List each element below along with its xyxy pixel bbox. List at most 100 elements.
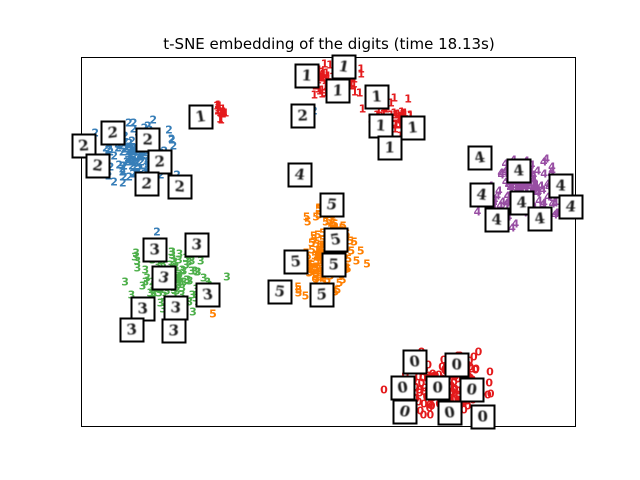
scatter-digit: 2	[129, 122, 138, 136]
scatter-digit: 3	[153, 260, 161, 271]
scatter-digit: 3	[180, 275, 188, 289]
scatter-digit: 5	[356, 244, 365, 258]
scatter-digit: 4	[502, 166, 510, 177]
scatter-digit: 4	[528, 177, 537, 191]
scatter-digit: 2	[122, 155, 131, 169]
scatter-digit: 1	[219, 102, 227, 116]
scatter-digit: 3	[193, 265, 202, 279]
scatter-digit: 5	[315, 210, 323, 221]
scatter-digit: 4	[548, 164, 556, 178]
scatter-digit: 4	[544, 191, 552, 202]
scatter-digit: 3	[146, 286, 155, 300]
scatter-digit: 0	[414, 395, 423, 409]
scatter-digit: 4	[531, 180, 540, 194]
scatter-digit: 3	[159, 304, 167, 315]
scatter-digit: 0	[447, 386, 455, 400]
scatter-digit: 0	[446, 381, 455, 395]
thumbnail-digit: 5	[289, 252, 302, 271]
scatter-digit: 2	[125, 116, 133, 130]
digit-thumbnail: 0	[425, 375, 451, 401]
scatter-digit: 3	[159, 257, 167, 271]
scatter-digit: 0	[427, 399, 436, 413]
thumbnail-digit: 5	[316, 285, 328, 304]
scatter-digit: 0	[454, 394, 462, 405]
scatter-digit: 1	[391, 118, 400, 132]
scatter-digit: 2	[132, 156, 141, 170]
scatter-digit: 0	[425, 401, 434, 415]
scatter-digit: 5	[363, 257, 371, 271]
scatter-digit: 5	[313, 250, 322, 264]
scatter-digit: 1	[221, 106, 230, 120]
scatter-digit: 1	[216, 106, 225, 120]
thumbnail-digit: 5	[328, 230, 343, 249]
scatter-digit: 4	[516, 182, 525, 196]
scatter-digit: 5	[339, 219, 348, 233]
digit-thumbnail: 3	[130, 296, 156, 322]
digit-thumbnail: 3	[195, 282, 221, 308]
scatter-digit: 0	[474, 345, 483, 359]
scatter-digit: 2	[118, 162, 127, 176]
scatter-digit: 1	[374, 105, 383, 119]
scatter-digit: 2	[125, 136, 134, 150]
scatter-digit: 2	[102, 141, 110, 155]
scatter-digit: 3	[163, 284, 171, 298]
thumbnail-digit: 2	[107, 122, 119, 143]
scatter-digit: 5	[315, 247, 323, 261]
scatter-digit: 4	[519, 179, 528, 193]
scatter-digit: 0	[449, 394, 457, 405]
scatter-digit: 1	[392, 108, 400, 122]
scatter-digit: 4	[508, 221, 516, 235]
scatter-digit: 4	[514, 180, 523, 194]
scatter-digit: 4	[540, 167, 548, 181]
scatter-digit: 5	[319, 274, 328, 288]
scatter-digit: 4	[533, 186, 542, 200]
scatter-digit: 0	[451, 382, 459, 396]
thumbnail-digit: 4	[516, 193, 528, 212]
scatter-digit: 5	[315, 210, 323, 221]
scatter-digit: 2	[137, 155, 145, 169]
scatter-digit: 0	[440, 355, 448, 366]
digit-thumbnail: 0	[444, 352, 470, 378]
thumbnail-digit: 0	[397, 402, 413, 421]
scatter-digit: 2	[114, 141, 122, 155]
scatter-digit: 3	[169, 287, 178, 301]
scatter-digit: 1	[320, 57, 329, 71]
scatter-digit: 5	[310, 232, 318, 246]
scatter-digit: 2	[144, 119, 152, 133]
scatter-digit: 2	[127, 147, 136, 161]
scatter-digit: 2	[106, 145, 115, 159]
scatter-digit: 2	[119, 170, 128, 184]
digit-thumbnail: 2	[134, 171, 160, 197]
scatter-digit: 0	[454, 388, 463, 402]
scatter-digit: 3	[156, 296, 165, 310]
scatter-digit: 1	[213, 103, 222, 117]
digit-thumbnail: 1	[331, 54, 357, 80]
scatter-digit: 4	[505, 196, 513, 207]
thumbnail-digit: 1	[375, 116, 387, 135]
scatter-digit: 5	[335, 276, 344, 290]
digit-thumbnail: 2	[290, 103, 316, 129]
scatter-digit: 4	[550, 208, 559, 222]
scatter-digit: 5	[317, 247, 325, 258]
thumbnail-digit: 0	[477, 407, 489, 426]
scatter-digit: 4	[542, 152, 551, 166]
scatter-digit: 3	[149, 287, 157, 301]
thumbnail-digit: 0	[432, 378, 444, 397]
scatter-digit: 3	[168, 248, 177, 262]
scatter-digit: 5	[305, 266, 314, 280]
scatter-digit: 1	[220, 105, 228, 119]
thumbnail-digit: 5	[273, 282, 287, 301]
scatter-digit: 2	[135, 149, 144, 163]
scatter-digit: 1	[397, 105, 406, 119]
scatter-digit: 5	[307, 258, 316, 272]
scatter-digit: 2	[142, 160, 151, 174]
scatter-digit: 2	[115, 158, 123, 172]
scatter-digit: 0	[421, 382, 429, 393]
scatter-digit: 4	[548, 197, 557, 211]
scatter-digit: 4	[506, 181, 515, 195]
scatter-digit: 2	[125, 153, 134, 167]
scatter-digit: 3	[179, 264, 188, 278]
thumbnail-digit: 2	[174, 177, 186, 196]
digit-thumbnail: 3	[119, 317, 145, 343]
